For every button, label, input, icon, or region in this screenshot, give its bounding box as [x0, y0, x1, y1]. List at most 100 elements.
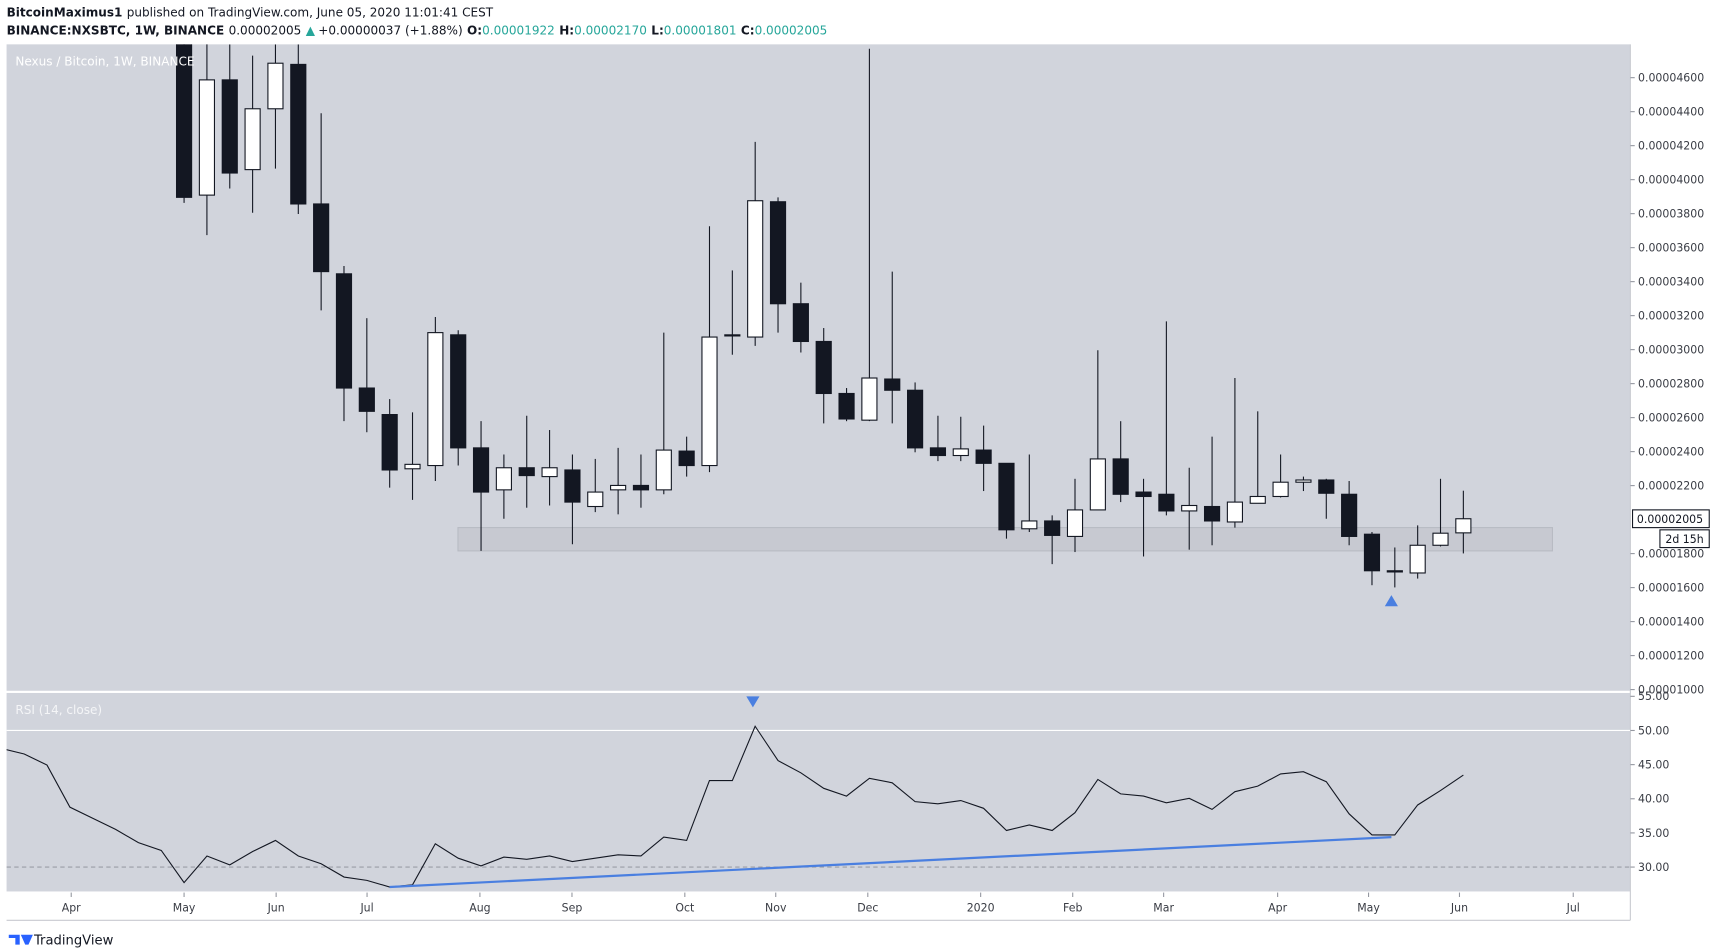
candle-body — [1272, 481, 1289, 498]
candle-body — [769, 201, 787, 305]
footer: TradingView — [33, 934, 114, 948]
countdown-box — [1659, 529, 1710, 549]
ohlc-label: L: — [651, 23, 663, 37]
candle-body — [1044, 520, 1061, 536]
y-tick-label: 0.00004000 — [1638, 173, 1704, 186]
candle-body — [929, 447, 947, 457]
ohlc-value: 0.00001922 — [482, 23, 555, 37]
x-tick-label: Apr — [62, 901, 81, 914]
candle-body — [1203, 505, 1221, 522]
candle-body — [1181, 504, 1198, 512]
candle-body — [1158, 493, 1175, 512]
candle-body — [838, 392, 855, 420]
change-arrow: ▲ — [306, 23, 316, 37]
candle-body — [678, 450, 695, 467]
candle-body — [1318, 479, 1335, 494]
y-tick-label: 0.00001600 — [1638, 581, 1704, 594]
ohlc-label: H: — [559, 23, 574, 37]
pane-title: RSI (14, close) — [15, 703, 102, 717]
candle-body — [518, 467, 535, 477]
y-tick-label: 30.00 — [1638, 861, 1669, 874]
trendline — [389, 836, 1392, 889]
y-tick-label: 0.00004400 — [1638, 105, 1704, 118]
y-tick-label: 0.00002800 — [1638, 377, 1704, 390]
signal-marker — [746, 696, 760, 708]
candle-body — [1066, 509, 1084, 537]
candle-body — [1089, 458, 1106, 511]
candle-body — [747, 200, 764, 338]
x-tick-label: Dec — [857, 901, 878, 914]
y-tick-label: 0.00001400 — [1638, 615, 1704, 628]
price-plot — [175, 44, 1553, 607]
header-line: BitcoinMaximus1 published on TradingView.… — [7, 6, 494, 20]
candle-body — [610, 484, 627, 491]
x-tick-label: Oct — [675, 901, 695, 914]
y-tick-label: 0.00003800 — [1638, 207, 1704, 220]
candle-body — [427, 332, 444, 467]
y-tick-label: 0.00004200 — [1638, 139, 1704, 152]
y-tick-label: 0.00002600 — [1638, 411, 1704, 424]
x-tick-label: 2020 — [967, 901, 995, 914]
y-tick-label: 50.00 — [1638, 724, 1669, 737]
x-tick-label: Apr — [1268, 901, 1287, 914]
change: +0.00000037 (+1.88%) — [318, 23, 462, 37]
footer-logo — [8, 934, 33, 945]
signal-marker — [1384, 595, 1398, 607]
candle-body — [1135, 491, 1152, 498]
y-tick-label: 40.00 — [1638, 793, 1669, 806]
x-tick-label: Sep — [562, 901, 583, 914]
last-price-box — [1631, 509, 1710, 529]
candle-body — [1112, 458, 1129, 495]
candle-body — [1341, 493, 1358, 537]
x-tick-label: Mar — [1153, 901, 1174, 914]
x-tick-label: May — [1357, 901, 1380, 914]
y-tick-label: 55.00 — [1638, 690, 1669, 703]
published: published on TradingView.com, June 05, 2… — [127, 6, 494, 20]
x-tick-label: Jul — [359, 901, 373, 914]
candle-body — [884, 378, 901, 391]
candle-body — [587, 491, 604, 508]
candle-body — [952, 448, 969, 457]
candle-body — [1363, 533, 1381, 572]
ohlc-label: O: — [467, 23, 482, 37]
candle-body — [861, 377, 878, 421]
candle-body — [724, 334, 741, 337]
candle-body — [1249, 495, 1266, 504]
candle-body — [175, 44, 193, 198]
y-tick-label: 0.00003200 — [1638, 309, 1704, 322]
x-tick-label: Jun — [267, 901, 285, 914]
x-tick-label: Jun — [1450, 901, 1468, 914]
candle-body — [198, 79, 216, 196]
price: 0.00002005 — [229, 23, 302, 37]
candle-body — [1021, 520, 1038, 530]
candle-body — [1455, 518, 1472, 534]
y-tick-label: 0.00001800 — [1638, 547, 1704, 560]
x-tick-label: Jul — [1566, 901, 1580, 914]
y-tick-label: 35.00 — [1638, 827, 1669, 840]
y-tick-label: 0.00002200 — [1638, 479, 1704, 492]
candle-body — [358, 387, 375, 412]
candle-body — [404, 463, 421, 470]
x-tick-label: May — [173, 901, 196, 914]
candle-body — [1409, 544, 1426, 574]
ohlc-label: C: — [741, 23, 755, 37]
rsi-plot — [6, 725, 1631, 889]
y-tick-label: 0.00003600 — [1638, 241, 1704, 254]
pane-title: Nexus / Bitcoin, 1W, BINANCE — [15, 54, 194, 68]
last-price-label: 0.00002005 — [1637, 513, 1703, 526]
rsi-line — [6, 725, 1464, 888]
x-tick-label: Nov — [765, 901, 787, 914]
candle-body — [290, 63, 307, 205]
y-tick-label: 0.00001200 — [1638, 649, 1704, 662]
candle-body — [632, 484, 650, 491]
candle-body — [541, 467, 558, 478]
header-line: BINANCE:NXSBTC, 1W, BINANCE 0.00002005 ▲ +0… — [7, 23, 828, 37]
candle-body — [244, 108, 261, 171]
candle-body — [335, 273, 353, 389]
candle-body — [815, 340, 832, 395]
ohlc-value: 0.00002170 — [574, 23, 647, 37]
candle-body — [564, 469, 581, 503]
candle-body — [472, 447, 490, 493]
